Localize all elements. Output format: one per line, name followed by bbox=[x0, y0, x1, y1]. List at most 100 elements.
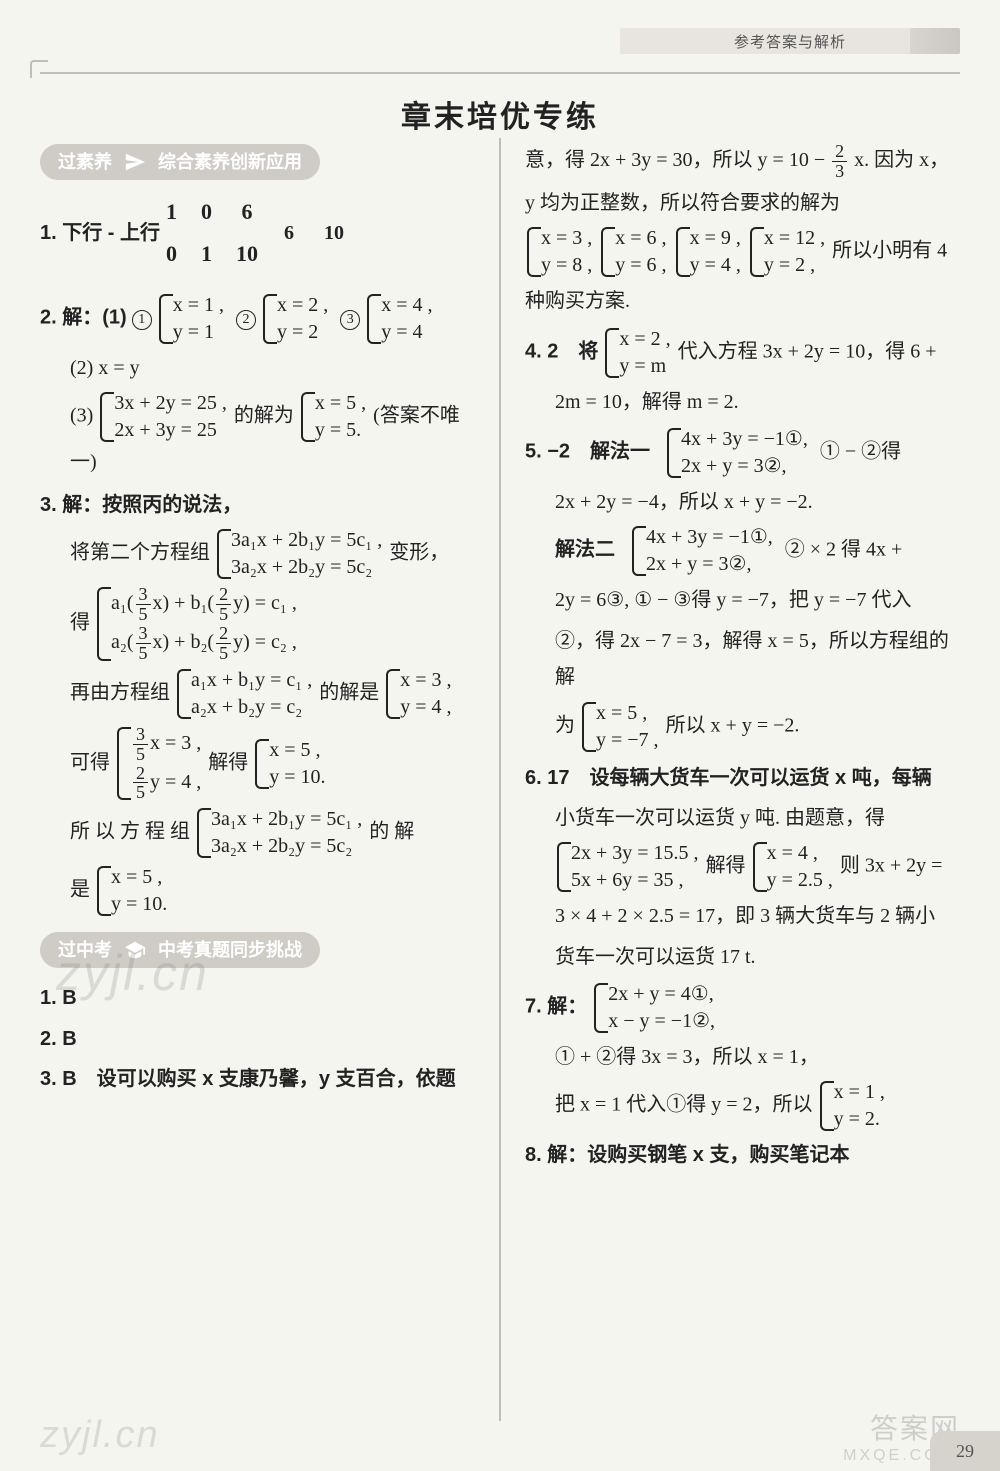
r2-s1a: x = 3 , bbox=[541, 225, 592, 252]
q2-3: (3) 3x + 2y = 25 , 2x + 3y = 25 的解为 x = … bbox=[40, 390, 475, 480]
q6-s1a: 2x + 3y = 15.5 , bbox=[571, 840, 699, 867]
q5: 5. −2 解法一 4x + 3y = −1①,2x + y = 3②, ① −… bbox=[525, 426, 960, 480]
q3-l2-line1: a₁(35x) + b₁(25y) = c₁ , bbox=[111, 585, 297, 624]
q3-l4-sys1: 35x = 3 , 25y = 4 , bbox=[117, 725, 201, 803]
page-title: 章末培优专练 bbox=[0, 92, 1000, 136]
r2-tail: 所以小明有 4 bbox=[832, 240, 947, 262]
q5-l4: ②，得 2x − 7 = 3，解得 x = 5，所以方程组的解 bbox=[525, 623, 960, 696]
q2-sys3-a: x = 4 , bbox=[381, 292, 432, 319]
q1-tail2: 10 bbox=[324, 215, 344, 251]
q3-l4-s1b-t: y = 4 , bbox=[150, 771, 201, 793]
q3-l3: 再由方程组 a₁x + b₁y = c₁ , a₂x + b₂y = c₂ 的解… bbox=[40, 667, 475, 721]
q6-l2: 小货车一次可以运货 y 吨. 由题意，得 bbox=[525, 800, 960, 836]
graduation-cap-icon bbox=[124, 939, 146, 961]
frac-5d: 5 bbox=[216, 644, 231, 663]
q7-head: 7. 解： bbox=[525, 996, 587, 1018]
q4-s1b: y = m bbox=[619, 353, 670, 380]
q1-m-02: 6 bbox=[236, 192, 258, 232]
r2-sys1: x = 3 ,y = 8 , bbox=[527, 225, 592, 279]
q3-l2-s1b: x) + b₁( bbox=[153, 592, 215, 614]
header-label: 参考答案与解析 bbox=[734, 31, 846, 52]
q3-l4-s2a: x = 5 , bbox=[269, 737, 325, 764]
q1: 1. 下行 - 上行 1 0 6 0 1 10 6 10 bbox=[40, 192, 475, 274]
q5-m2-label: 解法二 bbox=[555, 539, 615, 561]
q3-l3a: 再由方程组 bbox=[70, 681, 170, 703]
q7-l3a: 把 x = 1 代入①得 y = 2，所以 bbox=[555, 1094, 813, 1116]
q5-l5a: 为 bbox=[555, 714, 575, 736]
q3-l4a: 可得 bbox=[70, 751, 110, 773]
q3-l4-sys2: x = 5 , y = 10. bbox=[255, 737, 325, 791]
rule-corner-icon bbox=[30, 60, 48, 78]
q3-l6-s1a: x = 5 , bbox=[111, 864, 167, 891]
frac-5b: 5 bbox=[216, 605, 231, 624]
q6-mid: 解得 bbox=[706, 855, 746, 877]
q3-l5-s1: 3a₁x + 2b₁y = 5c₁ , bbox=[211, 806, 362, 833]
frac-3b: 3 bbox=[136, 624, 151, 644]
q3-l5-sys: 3a₁x + 2b₁y = 5c₁ , 3a₂x + 2b₂y = 5c₂ bbox=[197, 806, 362, 860]
q4: 4. 2 将 x = 2 ,y = m 代入方程 3x + 2y = 10，得 … bbox=[525, 326, 960, 380]
q3-l3-s3a: x = 3 , bbox=[400, 667, 451, 694]
q3-l2-s1a: a₁( bbox=[111, 592, 134, 614]
q1-m-12: 10 bbox=[236, 234, 258, 274]
q8: 8. 解：设购买钢笔 x 支，购买笔记本 bbox=[525, 1137, 960, 1173]
q3-l5a: 所 以 方 程 组 bbox=[70, 821, 190, 843]
q3-l2-s2b: x) + b₂( bbox=[153, 631, 215, 653]
q3-l6-sys: x = 5 , y = 10. bbox=[97, 864, 167, 918]
r2-s4b: y = 2 , bbox=[764, 252, 825, 279]
frac-2: 2 bbox=[216, 585, 231, 605]
q7-l2: ① + ②得 3x = 3，所以 x = 1， bbox=[525, 1039, 960, 1075]
q2-sys3-b: y = 4 bbox=[381, 319, 432, 346]
q3-l4-s1a: 35x = 3 , bbox=[131, 725, 201, 764]
q2-3-s1b: 2x + 3y = 25 bbox=[114, 417, 227, 444]
pill-suyang-label: 过素养 bbox=[58, 146, 112, 179]
q3-l1-s2: 3a₂x + 2b₂y = 5c₂ bbox=[231, 554, 382, 581]
q3-l4-s2b: y = 10. bbox=[269, 764, 325, 791]
q5-tail2: ② × 2 得 4x + bbox=[785, 539, 903, 561]
pill-suyang-sub: 综合素养创新应用 bbox=[158, 146, 302, 179]
q3-l5b: 的 解 bbox=[369, 821, 414, 843]
q3-l1a: 将第二个方程组 bbox=[70, 542, 210, 564]
q4-s1a: x = 2 , bbox=[619, 326, 670, 353]
q5-l5b: 所以 x + y = −2. bbox=[666, 714, 800, 736]
column-left: 过素养 综合素养创新应用 1. 下行 - 上行 1 0 6 0 1 10 bbox=[40, 138, 499, 1421]
q3-l2-s1c: y) = c₁ , bbox=[233, 592, 297, 614]
q3-l6a: 是 bbox=[70, 879, 90, 901]
q6-s2b: y = 2.5 , bbox=[767, 867, 833, 894]
q5-l2: 2x + 2y = −4，所以 x + y = −2. bbox=[525, 484, 960, 520]
q3-l4: 可得 35x = 3 , 25y = 4 , 解得 x = 5 , y = 10… bbox=[40, 725, 475, 803]
q5-sys1: 4x + 3y = −1①,2x + y = 3②, bbox=[667, 426, 808, 480]
q3-l5-s2: 3a₂x + 2b₂y = 5c₂ bbox=[211, 833, 362, 860]
q2-3-s2b: y = 5. bbox=[315, 417, 366, 444]
frac-3c: 3 bbox=[133, 725, 148, 745]
columns: 过素养 综合素养创新应用 1. 下行 - 上行 1 0 6 0 1 10 bbox=[40, 138, 960, 1421]
q3-l3-s3b: y = 4 , bbox=[400, 694, 451, 721]
frac-5f: 5 bbox=[133, 783, 148, 802]
r1: y 均为正整数，所以符合要求的解为 bbox=[525, 185, 960, 221]
circled-1: 1 bbox=[132, 310, 152, 330]
q4-head: 4. 2 将 bbox=[525, 340, 598, 362]
q3-l2-s2c: y) = c₂ , bbox=[233, 631, 297, 653]
circled-2: 2 bbox=[236, 310, 256, 330]
q3-l3-s2: a₂x + b₂y = c₂ bbox=[191, 694, 312, 721]
header-rule bbox=[40, 72, 960, 74]
q3-l3-sys2: x = 3 , y = 4 , bbox=[386, 667, 451, 721]
q2-3-sys1: 3x + 2y = 25 , 2x + 3y = 25 bbox=[100, 390, 227, 444]
q6-sys2: x = 4 ,y = 2.5 , bbox=[753, 840, 833, 894]
q3-l3-sys1: a₁x + b₁y = c₁ , a₂x + b₂y = c₂ bbox=[177, 667, 312, 721]
q6-s2a: x = 4 , bbox=[767, 840, 833, 867]
q1-m-11: 1 bbox=[201, 234, 212, 274]
pill-zhongkao-label: 过中考 bbox=[58, 934, 112, 967]
q5-m2: 解法二 4x + 3y = −1①,2x + y = 3②, ② × 2 得 4… bbox=[525, 524, 960, 578]
q5-l5-s1b: y = −7 , bbox=[596, 727, 659, 754]
q6-tail: 则 3x + 2y = bbox=[840, 855, 943, 877]
r2-sys4: x = 12 ,y = 2 , bbox=[750, 225, 825, 279]
q3-l1: 将第二个方程组 3a₁x + 2b₁y = 5c₁ , 3a₂x + 2b₂y … bbox=[40, 527, 475, 581]
q2-sys1-b: y = 1 bbox=[173, 319, 224, 346]
r2-s2b: y = 6 , bbox=[615, 252, 666, 279]
q5-l5-sys: x = 5 ,y = −7 , bbox=[582, 700, 659, 754]
r2-s4a: x = 12 , bbox=[764, 225, 825, 252]
q2-sys1-a: x = 1 , bbox=[173, 292, 224, 319]
q1-m-00: 1 bbox=[166, 192, 177, 232]
q5-s1b: 2x + y = 3②, bbox=[681, 453, 808, 480]
q3-l5: 所 以 方 程 组 3a₁x + 2b₁y = 5c₁ , 3a₂x + 2b₂… bbox=[40, 806, 475, 860]
